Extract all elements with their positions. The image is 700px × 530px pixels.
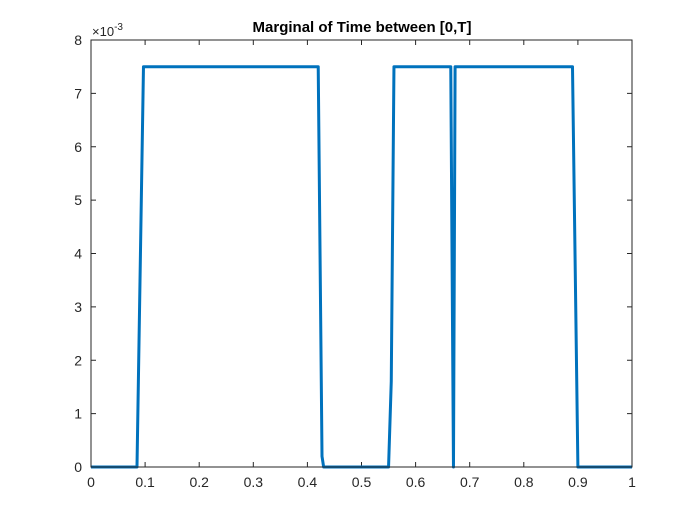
x-tick-label: 0.3 (244, 474, 264, 490)
y-axis-exponent: ×10-3 (92, 22, 123, 39)
y-tick-label: 5 (74, 192, 82, 208)
y-tick-label: 2 (74, 352, 82, 368)
x-tick-label: 0.8 (514, 474, 534, 490)
y-tick-label: 1 (74, 406, 82, 422)
y-tick-label: 7 (74, 85, 82, 101)
x-tick-label: 0.2 (189, 474, 209, 490)
y-tick-label: 4 (74, 246, 82, 262)
y-tick-label: 0 (74, 459, 82, 475)
x-tick-label: 0 (87, 474, 95, 490)
y-tick-label: 3 (74, 299, 82, 315)
series-group (91, 65, 632, 469)
x-tick-labels: 0 0.1 0.2 0.3 0.4 0.5 0.6 0.7 0.8 0.9 1 (87, 474, 636, 490)
y-tick-labels: 0 1 2 3 4 5 6 7 8 (74, 32, 82, 475)
chart-title: Marginal of Time between [0,T] (253, 19, 472, 36)
axes-box (90, 39, 633, 468)
x-tick-label: 0.7 (460, 474, 480, 490)
y-tick-label: 8 (74, 32, 82, 48)
series-line (91, 65, 632, 469)
plot-area (91, 40, 632, 467)
x-tick-label: 1 (628, 474, 636, 490)
y-tick-label: 6 (74, 139, 82, 155)
x-tick-label: 0.9 (568, 474, 588, 490)
y-axis-exponent-power: -3 (114, 22, 123, 33)
x-tick-label: 0.4 (298, 474, 318, 490)
x-tick-label: 0.1 (135, 474, 155, 490)
x-tick-label: 0.6 (406, 474, 426, 490)
x-tick-label: 0.5 (352, 474, 372, 490)
